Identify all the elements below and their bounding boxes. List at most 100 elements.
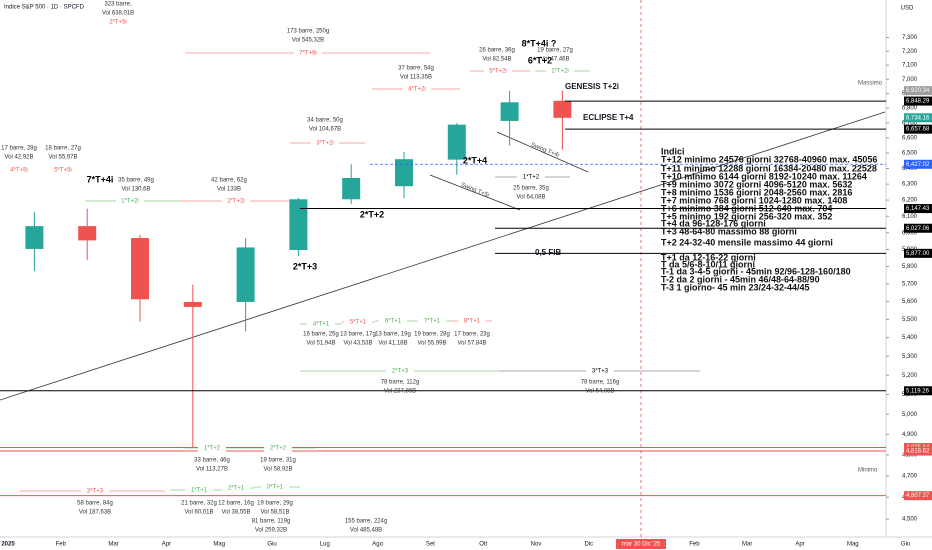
cycle-label-bg — [261, 483, 289, 491]
cycle-label: 4*T+2i — [408, 87, 426, 93]
y-tick-label: 7,300 — [902, 35, 918, 41]
x-tick-label: Giu — [901, 542, 910, 548]
y-tick-label: 5,600 — [902, 299, 918, 305]
level-tag — [904, 386, 932, 396]
note-line: T-3 1 giorno- 45 min 23/24-32-44/45 — [661, 282, 810, 292]
cycle-label-bg — [344, 318, 372, 326]
candle-body — [342, 178, 361, 200]
cycle-detail: Vol 60,01B — [184, 510, 213, 516]
x-tick-label: Ott — [479, 542, 487, 548]
y-tick-label: 6,800 — [902, 106, 918, 112]
cycle-detail: Vol 638,01B — [102, 11, 134, 17]
y-tick-label: 7,000 — [902, 77, 918, 83]
cycle-detail: 16 barre, 25g — [303, 332, 339, 338]
cycle-label: 8*T+4i ? — [522, 38, 557, 48]
cycle-label: 3*T+2i — [316, 141, 334, 147]
cycle-label-bg — [517, 173, 545, 181]
cycle-label-bg — [484, 67, 512, 75]
cycle-label: 2*T+2 — [360, 209, 384, 219]
x-tick-label: Ago — [372, 542, 383, 548]
level-tag — [904, 491, 932, 501]
level-tag — [904, 204, 932, 214]
cycle-detail: Vol 41,18B — [378, 341, 407, 347]
cycle-detail: Vol 38,55B — [221, 510, 250, 516]
x-tick-label: Feb — [689, 542, 700, 548]
cycle-detail: Vol 104,67B — [309, 127, 341, 133]
note-line: Indici — [661, 146, 685, 156]
cycle-detail: Vol 42,92B — [4, 155, 33, 161]
cycle-detail: Vol 187,63B — [79, 510, 111, 516]
cycle-label-bg — [198, 444, 226, 452]
swing-line — [429, 174, 521, 211]
cycle-detail: 78 barre, 112g — [381, 380, 420, 386]
cycle-label: 4*T+1 — [313, 322, 330, 328]
swing-line — [496, 131, 589, 173]
cycle-detail: 58 barre, 84g — [77, 501, 113, 507]
cycle-detail: 19 barre, 28g — [414, 332, 450, 338]
cycle-label: 7*T+4i — [87, 174, 114, 184]
cycle-label-bg — [458, 317, 486, 325]
level-tag — [904, 446, 932, 456]
level-tag — [904, 248, 932, 258]
note-line: T da 5/6-8-10/11 giorni — [661, 259, 755, 269]
level-tag — [904, 124, 932, 134]
cycle-detail: 34 barre, 50g — [307, 118, 343, 124]
cycle-detail: 19 barre, 27g — [537, 48, 573, 54]
cycle-label: 1*T+2 — [204, 446, 221, 452]
cycle-detail: Vol 55,97B — [48, 155, 77, 161]
y-tick-label: 5,200 — [902, 373, 918, 379]
level-tag-label: 6,147.43 — [906, 206, 930, 212]
cycle-detail: Vol 47,46B — [540, 57, 569, 63]
date-marker: mar 30 Dic '25 — [622, 542, 661, 548]
y-tick-label: 5,000 — [902, 412, 918, 418]
cycle-detail: 81 barre, 119g — [252, 519, 291, 525]
note-line: T+2 24-32-40 mensile massimo 44 giorni — [661, 237, 833, 247]
level-tag-label: 5,877.00 — [906, 251, 930, 257]
note-line: T-2 da 2 giorni - 45min 46/48-64-88/90 — [661, 274, 820, 284]
x-tick-label: Giu — [267, 542, 276, 548]
level-tag — [904, 113, 932, 123]
cycle-label: 2*T+1 — [228, 486, 245, 492]
level-tag-label: 6,848.29 — [906, 99, 930, 105]
cycle-label-bg — [546, 67, 574, 75]
cycle-label-bg — [386, 367, 414, 375]
cycle-label-bg — [311, 139, 339, 147]
note-line: T+8 minimo 1536 giorni 2048-2560 max. 28… — [661, 187, 852, 197]
level-tag — [904, 159, 932, 169]
x-tick-label: Set — [426, 542, 435, 548]
plot — [25, 90, 572, 448]
y-tick-label: 6,600 — [902, 135, 918, 141]
cycle-detail: Vol 130,6B — [121, 187, 150, 193]
note-line: T+6 minimo 384 giorni 512-640 max. 704 — [661, 203, 832, 213]
level-tag-label: 4,818.62 — [906, 449, 930, 455]
level-tag-label: 6,027.06 — [906, 226, 930, 232]
y-tick-label: 6,500 — [902, 151, 918, 157]
x-tick-label: Mar — [108, 542, 118, 548]
candle-body — [395, 159, 413, 187]
cycle-label-bg — [379, 317, 407, 325]
y-tick-label: 7,100 — [902, 63, 918, 69]
cycle-detail: 173 barre, 250g — [287, 29, 329, 35]
level-name: ECLIPSE T+4 — [583, 113, 634, 122]
cycle-detail: Vol 259,32B — [255, 528, 287, 534]
cycle-label: 2*T+3 — [293, 261, 317, 271]
candle-body — [78, 226, 97, 241]
y-tick-label: 6,200 — [902, 198, 918, 204]
cycle-detail: 37 barre, 54g — [398, 66, 434, 72]
cycle-detail: Vol 237,86B — [384, 389, 416, 395]
candle-body — [289, 199, 308, 250]
x-tick-label: Feb — [56, 542, 67, 548]
cycle-label: 3*T+3 — [592, 369, 609, 375]
level-name: 0,5 FIB — [535, 248, 561, 257]
cycle-detail: 19 barre, 31g — [260, 458, 296, 464]
level-tag-label: 6,920.34 — [906, 88, 930, 94]
cycle-detail: Vol 133B — [217, 187, 241, 193]
cycle-label: 3*T+1 — [267, 485, 284, 491]
cycle-label-bg — [222, 484, 250, 492]
level-name: GENESIS T+2i — [565, 82, 619, 91]
note-line: T+5 minimo 192 giorni 256-320 max. 352 — [661, 211, 832, 221]
cycle-label: 1*T+2 — [523, 175, 540, 181]
y-tick-label: 6,300 — [902, 182, 918, 188]
level-tag-label: 6,427.02 — [906, 162, 930, 168]
